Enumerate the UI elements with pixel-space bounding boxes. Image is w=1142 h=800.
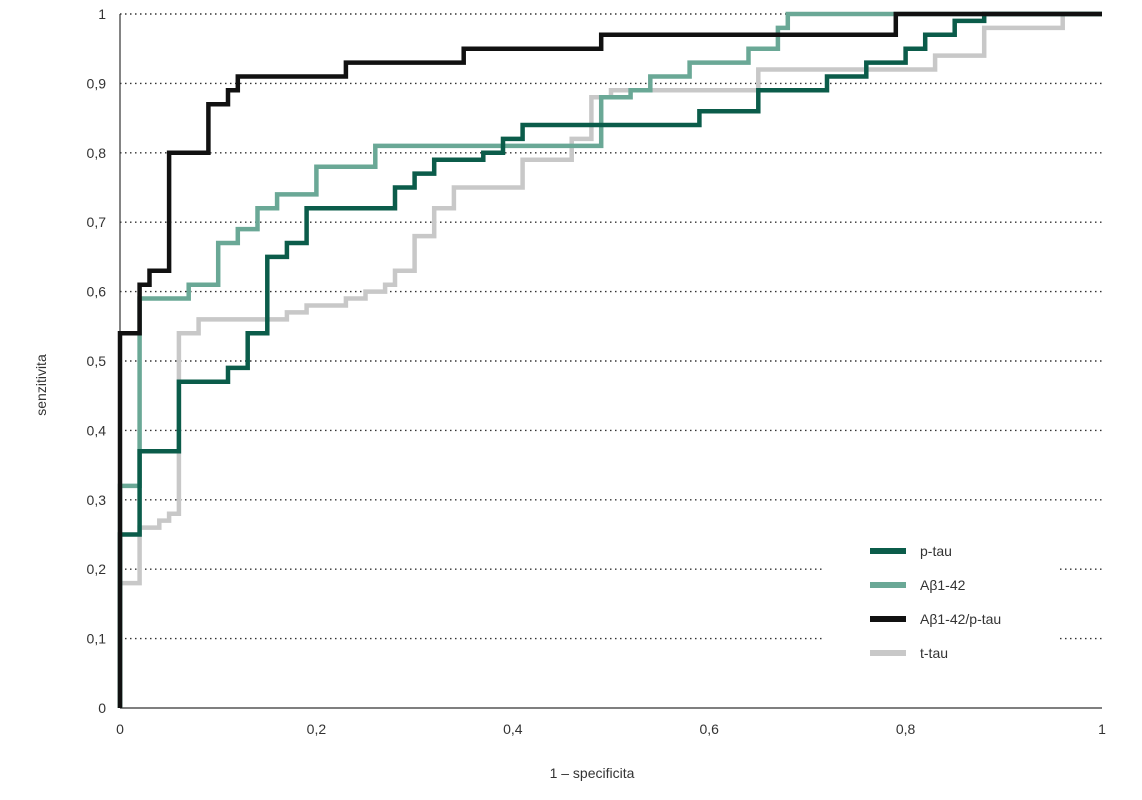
x-axis-label: 1 – specificita [550,765,635,781]
y-tick-label: 0,9 [87,75,107,91]
grid-lines [120,13,1102,640]
legend-background [824,536,1060,666]
legend-label: t-tau [920,645,948,661]
series-line-a-1-42 [117,11,1102,708]
legend: p-tau Aβ1-42 Aβ1-42/p-tau t-tau [824,536,1060,666]
series-line-p-tau [117,11,1102,708]
x-tick-label: 0,6 [699,721,719,737]
x-tick-label: 0,4 [503,721,523,737]
legend-label: Aβ1-42 [920,577,966,593]
y-tick-label: 0,8 [87,145,107,161]
legend-label: Aβ1-42/p-tau [920,611,1001,627]
y-tick-label: 1 [98,6,106,22]
x-tick-label: 1 [1098,721,1106,737]
y-tick-label: 0,2 [87,561,107,577]
y-tick-label: 0,7 [87,214,107,230]
x-tick-label: 0,8 [896,721,916,737]
x-tick-label: 0 [116,721,124,737]
y-tick-labels: 0 0,1 0,2 0,3 0,4 0,5 0,6 0,7 0,8 0,9 1 [87,6,107,716]
series-lines [117,11,1102,708]
y-tick-label: 0 [98,700,106,716]
y-tick-label: 0,4 [87,422,107,438]
legend-label: p-tau [920,543,952,559]
y-tick-label: 0,5 [87,353,107,369]
x-tick-label: 0,2 [307,721,327,737]
y-tick-label: 0,6 [87,284,107,300]
y-axis-label: senzitivita [33,354,49,416]
x-tick-labels: 0 0,2 0,4 0,6 0,8 1 [116,721,1106,737]
y-tick-label: 0,1 [87,631,107,647]
y-tick-label: 0,3 [87,492,107,508]
series-line-t-tau [117,11,1102,708]
series-line-a-1-42-p-tau [117,11,1102,708]
